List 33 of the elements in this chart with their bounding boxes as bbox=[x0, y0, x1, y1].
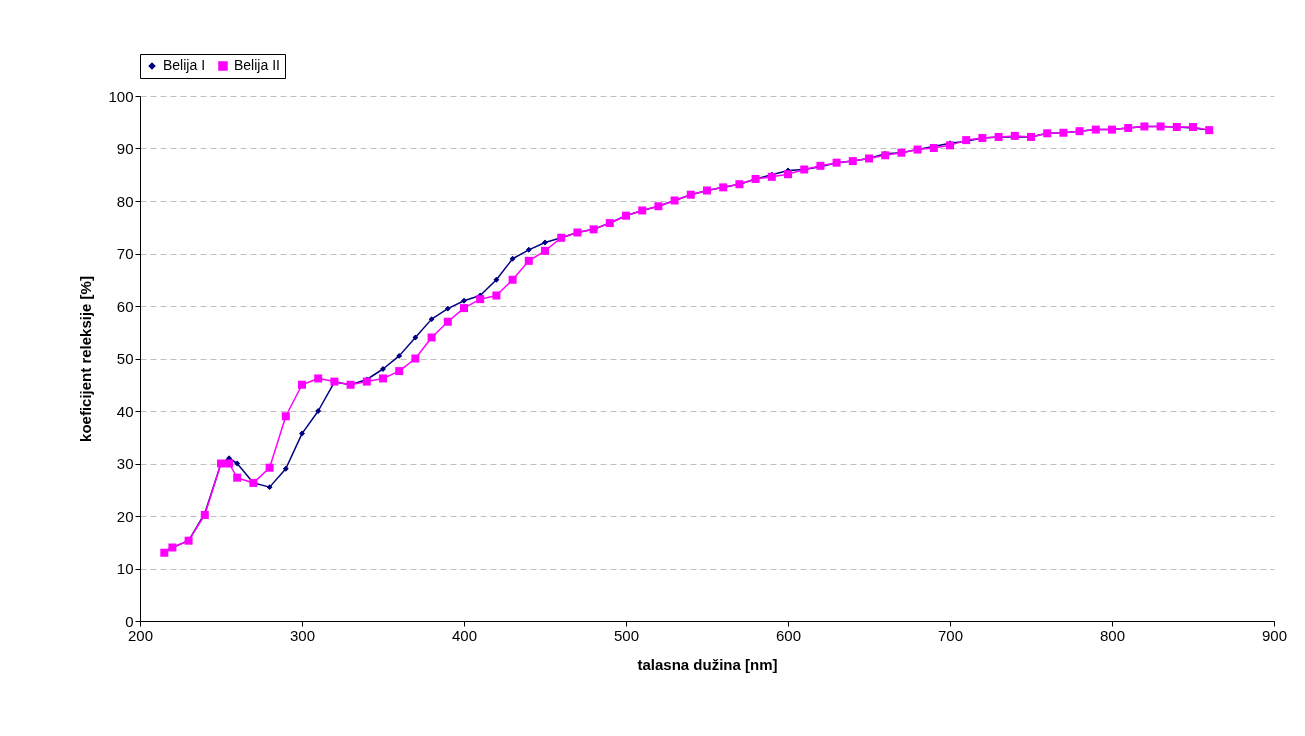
y-tick-label: 20 bbox=[116, 507, 134, 525]
y-tick-label: 80 bbox=[116, 192, 134, 210]
x-tick-label: 600 bbox=[775, 626, 802, 644]
x-tick-label: 900 bbox=[1261, 626, 1288, 644]
y-tick-label: 90 bbox=[116, 140, 134, 157]
point bbox=[299, 430, 305, 437]
x-tick-label: 400 bbox=[451, 626, 478, 644]
point bbox=[526, 247, 532, 253]
point bbox=[445, 305, 451, 312]
x-tick-label: 500 bbox=[613, 626, 640, 644]
legend-label: Belija II bbox=[234, 57, 280, 73]
y-tick-label: 70 bbox=[116, 245, 134, 262]
y-tick-label: 60 bbox=[116, 297, 134, 315]
point bbox=[234, 460, 240, 467]
point bbox=[428, 316, 435, 322]
x-tick-label: 300 bbox=[289, 626, 316, 644]
legend-label: Belija I bbox=[163, 57, 206, 73]
y-tick-label: 30 bbox=[116, 455, 134, 472]
y-tick-label: 40 bbox=[116, 402, 134, 420]
y-axis-title: koeficijent releksije [%] bbox=[77, 276, 95, 442]
y-tick-label: 100 bbox=[108, 87, 134, 105]
x-tick-label: 700 bbox=[937, 626, 964, 644]
y-tick-label: 50 bbox=[116, 350, 134, 367]
point bbox=[412, 334, 419, 341]
point bbox=[266, 484, 273, 490]
point bbox=[509, 256, 516, 262]
x-tick-label: 800 bbox=[1099, 626, 1126, 644]
point bbox=[542, 239, 548, 246]
y-tick-label: 10 bbox=[116, 560, 134, 577]
point bbox=[283, 466, 289, 472]
point bbox=[493, 277, 500, 283]
point bbox=[396, 353, 402, 359]
x-axis-title: talasna dužina [nm] bbox=[637, 655, 778, 673]
